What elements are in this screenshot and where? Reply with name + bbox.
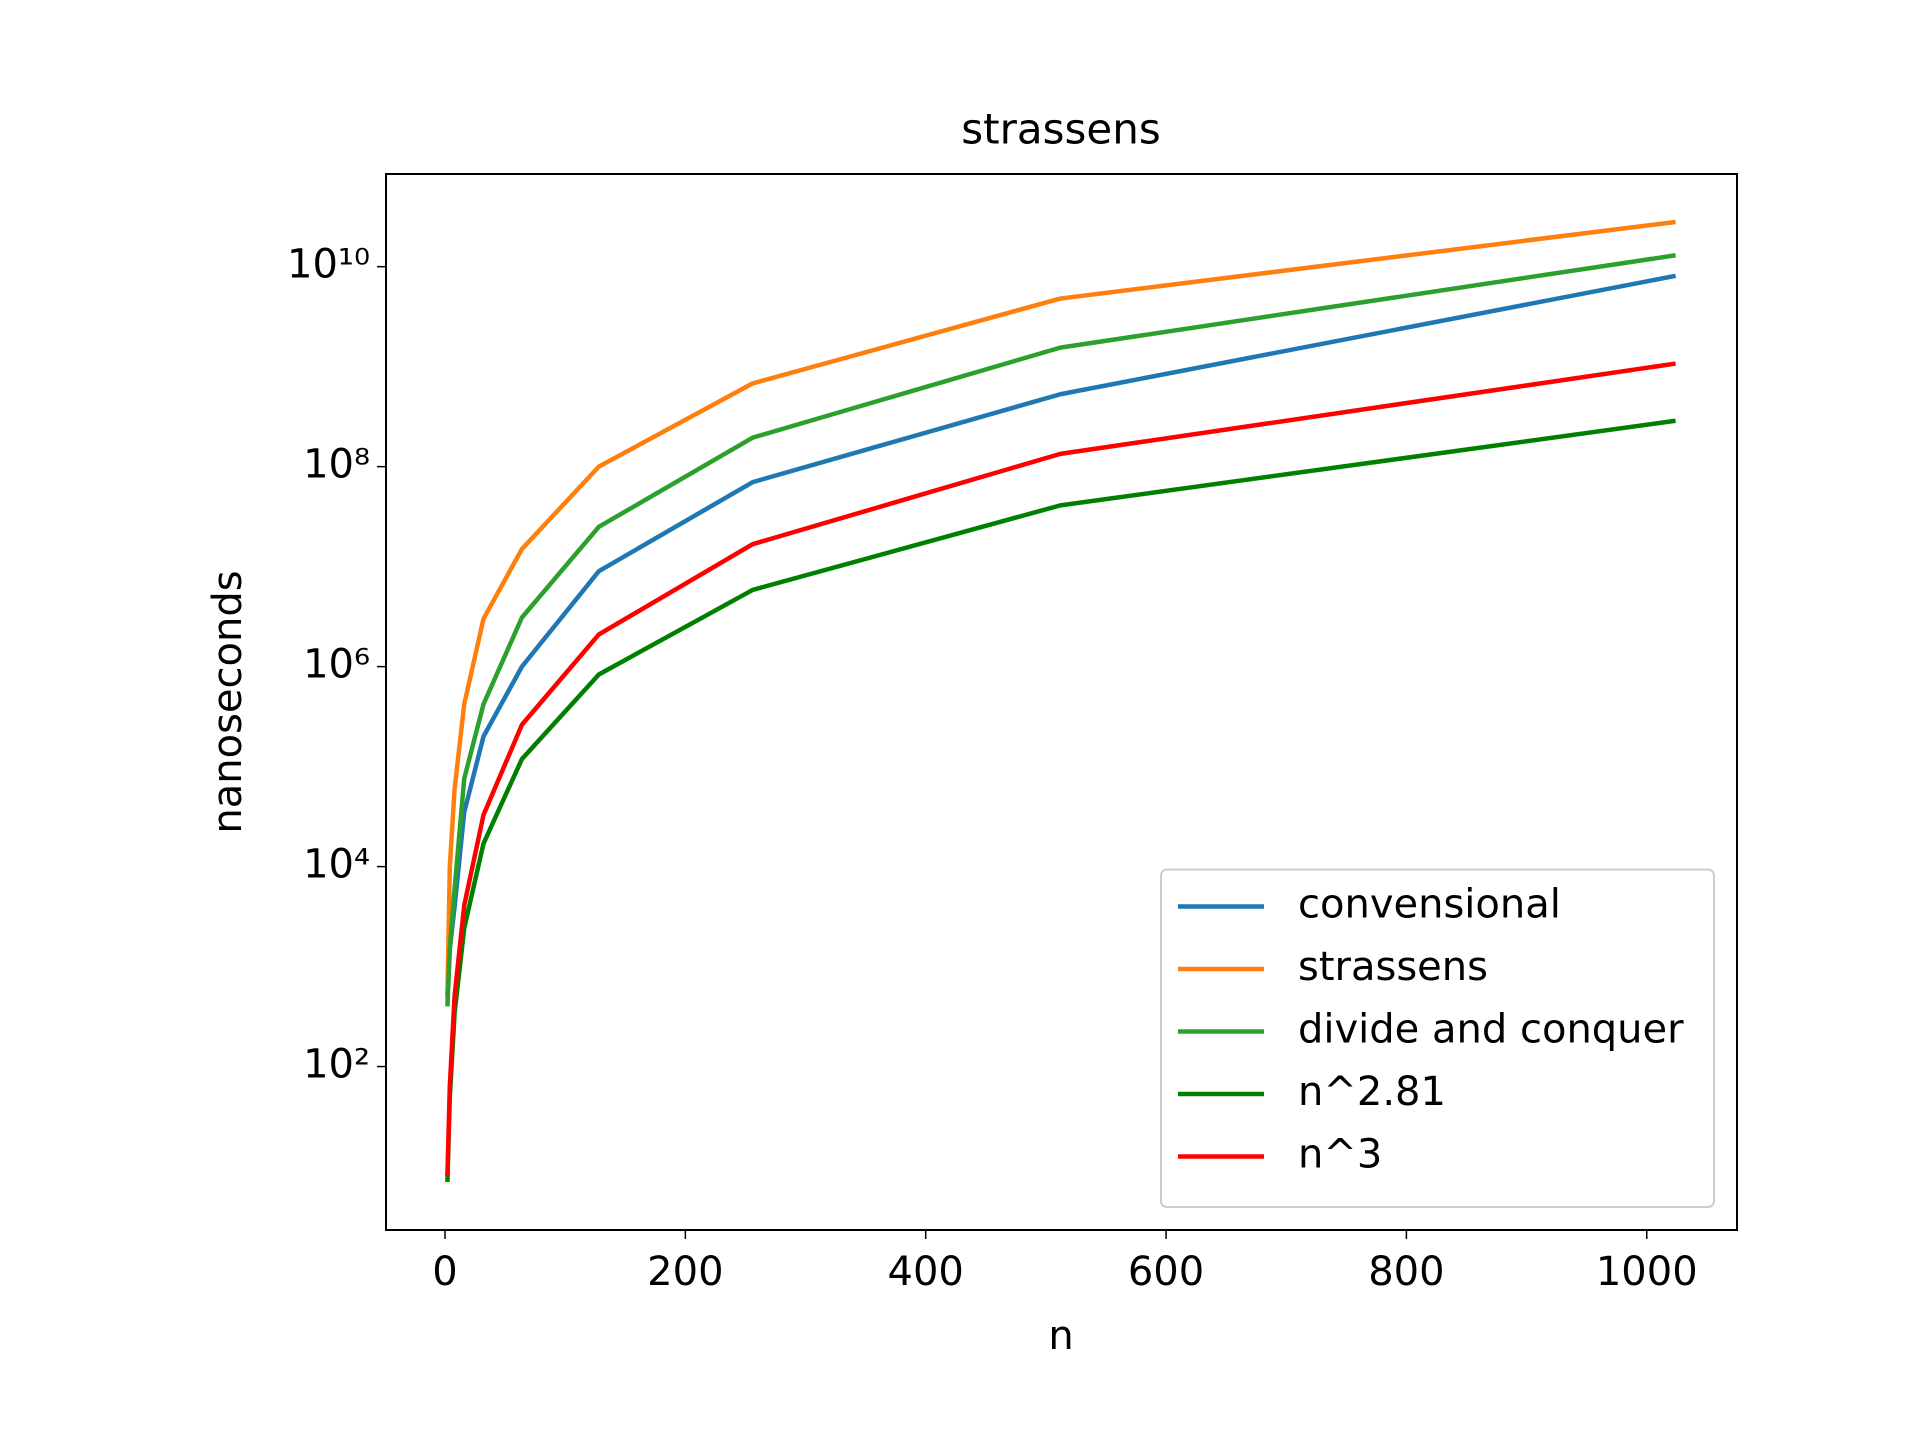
y-tick-label: 10¹⁰: [287, 242, 370, 288]
y-tick-label: 10⁶: [303, 642, 370, 688]
series-line: [445, 361, 1676, 1177]
chart-title: strassens: [961, 105, 1160, 154]
legend-label: strassens: [1298, 944, 1488, 990]
legend-label: convensional: [1298, 882, 1561, 928]
legend-box: [1160, 868, 1715, 1208]
legend-label: n^3: [1298, 1132, 1382, 1178]
x-tick-label: 400: [888, 1249, 964, 1295]
series-line: [445, 253, 1676, 1007]
legend: convensional strassens divide and conquer n…: [1160, 868, 1715, 1208]
x-tick-label: 1000: [1596, 1249, 1698, 1295]
x-tick-label: 800: [1368, 1249, 1444, 1295]
x-tick-label: 600: [1128, 1249, 1204, 1295]
series-line: [445, 219, 1676, 997]
x-axis-label: n: [1048, 1313, 1073, 1359]
y-axis-label: nanoseconds: [205, 570, 251, 833]
y-tick-label: 10²: [303, 1042, 370, 1088]
axes-frame: [385, 173, 1738, 1231]
y-tick-label: 10⁸: [303, 442, 370, 488]
x-tick-label: 200: [647, 1249, 723, 1295]
legend-label: n^2.81: [1298, 1069, 1446, 1115]
x-tick-label: 0: [432, 1249, 457, 1295]
legend-label: divide and conquer: [1298, 1007, 1684, 1053]
y-tick-label: 10⁴: [303, 842, 370, 888]
